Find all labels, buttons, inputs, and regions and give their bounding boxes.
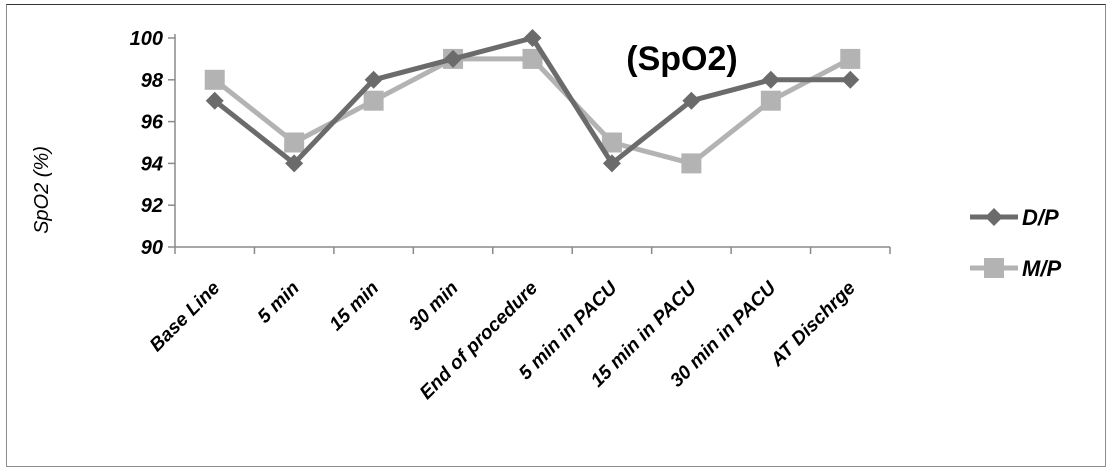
data-point-marker (760, 90, 781, 111)
data-point-marker (522, 48, 543, 69)
data-point-marker (444, 49, 463, 68)
data-point-marker (682, 91, 701, 110)
y-tick-label: 92 (141, 195, 163, 217)
series-m-p (204, 48, 861, 174)
y-tick-label: 98 (141, 70, 164, 92)
data-point-marker (205, 91, 224, 110)
x-category-label: 15 min (326, 278, 383, 335)
legend-item-m-p: M/P (970, 256, 1061, 281)
legend-label: D/P (1022, 205, 1059, 230)
legend: D/P M/P (970, 205, 1061, 281)
data-point-marker (284, 132, 305, 153)
x-category-label: 30 min (405, 278, 462, 335)
y-tick-label: 90 (141, 237, 163, 259)
y-axis-label: SpO2 (%) (31, 146, 53, 234)
x-category-label: 5 min (254, 278, 304, 328)
x-category-label: AT Dischrge (766, 277, 860, 371)
y-tick-label: 94 (141, 153, 163, 175)
data-point-marker (602, 154, 621, 173)
data-point-marker (601, 132, 622, 153)
x-category-label: Base Line (146, 277, 225, 356)
legend-marker (985, 208, 1003, 226)
legend-item-d-p: D/P (970, 205, 1059, 230)
series-d-p (205, 29, 860, 173)
data-point-marker (681, 153, 702, 174)
chart-title: (SpO2) (626, 40, 737, 78)
legend-marker (984, 258, 1004, 278)
data-point-marker (840, 48, 861, 69)
legend-label: M/P (1022, 256, 1061, 281)
data-point-marker (841, 70, 860, 89)
data-point-marker (364, 70, 383, 89)
data-point-marker (204, 69, 225, 90)
series-group (204, 29, 861, 174)
data-point-marker (285, 154, 304, 173)
y-tick-label: 96 (141, 112, 164, 134)
data-point-marker (363, 90, 384, 111)
data-point-marker (761, 70, 780, 89)
data-point-marker (523, 29, 542, 47)
y-tick-label: 100 (130, 28, 163, 50)
